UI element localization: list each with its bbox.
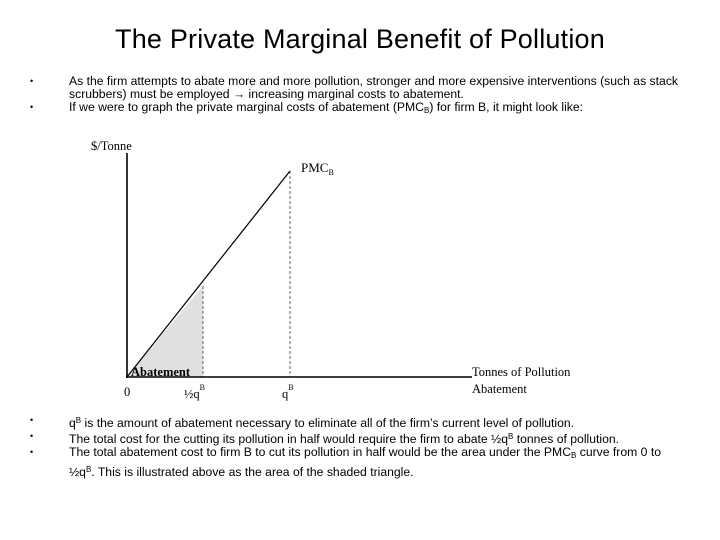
shaded-area: [127, 286, 203, 377]
bullet-text: is the amount of abatement necessary to …: [81, 416, 575, 430]
slide-title: The Private Marginal Benefit of Pollutio…: [115, 24, 605, 54]
top-bullet-list: • As the firm attempts to abate more and…: [30, 74, 690, 118]
tick-half-label: ½qB: [184, 383, 205, 401]
bullet-text: q: [69, 416, 76, 430]
subscript-b: B: [571, 451, 577, 461]
bullet-item: • The total abatement cost to firm B to …: [30, 446, 690, 478]
pmc-curve: [126, 170, 291, 378]
bullet-dot-icon: •: [30, 415, 34, 425]
x-axis-label-line2: Abatement: [472, 382, 527, 396]
superscript-b: B: [85, 464, 92, 474]
bullet-dot-icon: •: [30, 431, 34, 442]
tick-full-label: qB: [282, 383, 294, 401]
bullet-text: If we were to graph the private marginal…: [69, 100, 424, 115]
bullet-dot-icon: •: [30, 76, 34, 86]
bullet-text: As the firm attempts to abate more and m…: [69, 74, 679, 102]
shaded-area-label: Abatement: [131, 365, 191, 379]
superscript-b: B: [508, 432, 514, 442]
x-axis-label-line1: Tonnes of Pollution: [472, 365, 571, 379]
bottom-bullet-list: • qB is the amount of abatement necessar…: [30, 414, 690, 479]
bullet-item: • As the firm attempts to abate more and…: [30, 74, 690, 102]
bullet-text: ) for firm B, it might look like:: [429, 100, 584, 115]
bullet-text: tonnes of pollution.: [513, 432, 620, 447]
bullet-dot-icon: •: [30, 447, 34, 458]
tick-zero-label: 0: [124, 385, 130, 399]
bullet-item: • The total cost for the cutting its pol…: [30, 430, 690, 446]
bullet-text: . This is illustrated above as the area …: [91, 464, 414, 479]
bullet-dot-icon: •: [30, 102, 34, 113]
bullet-text: curve from 0 to ½q: [69, 445, 662, 479]
bullet-text: The total abatement cost to firm B to cu…: [69, 445, 571, 460]
subscript-b: B: [423, 106, 430, 116]
bullet-item: • qB is the amount of abatement necessar…: [30, 414, 690, 430]
y-axis-label: $/Tonne: [91, 139, 132, 153]
curve-label: PMCB: [301, 160, 334, 177]
superscript-b: B: [75, 416, 82, 425]
bullet-text: The total cost for the cutting its pollu…: [69, 432, 508, 447]
bullet-item: • If we were to graph the private margin…: [30, 101, 690, 117]
